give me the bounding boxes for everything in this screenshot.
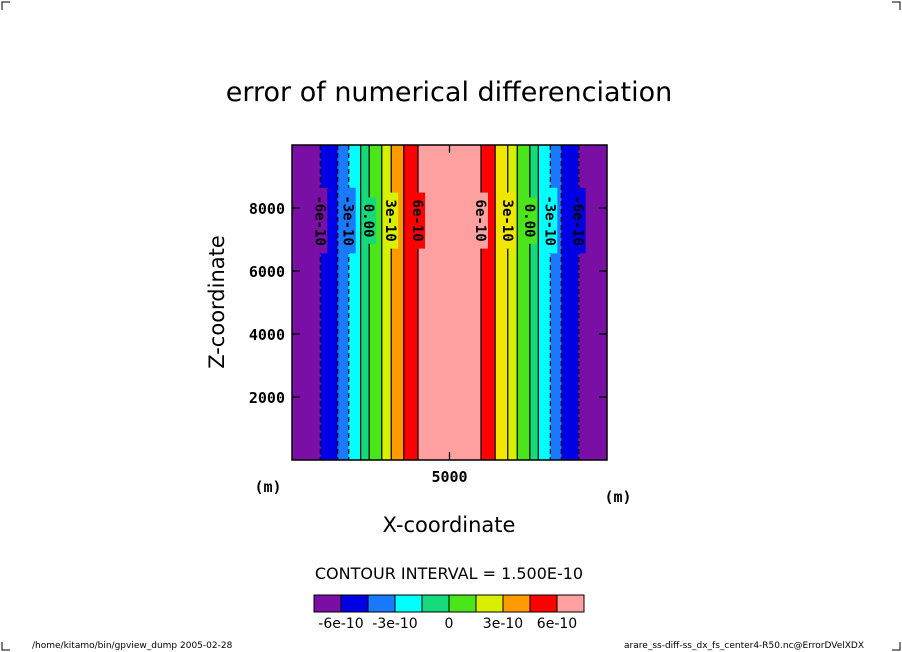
contour-label-6: 3e-10 bbox=[499, 200, 515, 242]
contour-label-bg-0 bbox=[313, 187, 328, 254]
axes: 2000 4000 6000 8000 5000 bbox=[249, 144, 608, 486]
band-15 bbox=[538, 145, 551, 460]
contour-label-5: 6e-10 bbox=[472, 200, 488, 242]
colorbar-swatch-4 bbox=[421, 594, 450, 613]
contour-label-3: 3e-10 bbox=[382, 200, 398, 242]
x-tick-label: 5000 bbox=[431, 468, 467, 486]
band-4 bbox=[360, 145, 370, 460]
band-12 bbox=[507, 145, 518, 460]
y-unit-label: (m) bbox=[604, 488, 631, 506]
colorbar-swatch-1 bbox=[340, 594, 369, 613]
x-unit-label: (m) bbox=[254, 478, 281, 496]
colorbar-swatch-2 bbox=[367, 594, 396, 613]
contour-label-bg-8 bbox=[543, 187, 558, 254]
plot-area bbox=[292, 145, 607, 460]
colorbar-label-0: -6e-10 bbox=[318, 616, 363, 632]
y-tick-label: 2000 bbox=[249, 389, 285, 407]
contour-label-bg-4 bbox=[411, 192, 425, 249]
contour-label-bg-5 bbox=[474, 192, 488, 249]
colorbar-label-2: 0 bbox=[445, 616, 454, 632]
band-7 bbox=[391, 145, 404, 460]
band-6 bbox=[381, 145, 392, 460]
footer-right: arare_ss-diff-ss_dx_fs_center4-R50.nc@Er… bbox=[624, 641, 864, 651]
band-2 bbox=[337, 145, 349, 460]
contour-label-bg-7 bbox=[522, 197, 537, 244]
contour-label-0: -6e-10 bbox=[311, 195, 327, 246]
colorbar-swatch-7 bbox=[502, 594, 531, 613]
colorbar-swatch-9 bbox=[556, 594, 585, 613]
colorbar-label-4: 6e-10 bbox=[537, 616, 577, 632]
y-tick-label: 8000 bbox=[249, 200, 285, 218]
colorbar bbox=[313, 594, 585, 613]
colorbar-swatch-5 bbox=[448, 594, 477, 613]
band-14 bbox=[529, 145, 539, 460]
band-3 bbox=[348, 145, 361, 460]
colorbar-labels: -6e-10 -3e-10 0 3e-10 6e-10 bbox=[318, 616, 577, 632]
contour-label-9: -6e-10 bbox=[570, 195, 586, 246]
contour-label-bg-6 bbox=[500, 192, 515, 249]
band-11 bbox=[495, 145, 508, 460]
x-axis-label: X-coordinate bbox=[383, 513, 516, 537]
contour-label-7: 0.00 bbox=[521, 204, 537, 238]
colorbar-swatch-0 bbox=[313, 594, 342, 613]
colorbar-swatch-8 bbox=[529, 594, 558, 613]
contour-label-bg-3 bbox=[384, 192, 399, 249]
contour-label-2: 0.00 bbox=[360, 204, 376, 238]
contour-label-8: -3e-10 bbox=[541, 195, 557, 246]
y-axis-label: Z-coordinate bbox=[205, 235, 229, 369]
band-16 bbox=[550, 145, 562, 460]
band-10 bbox=[481, 145, 496, 460]
colorbar-label-1: -3e-10 bbox=[372, 616, 417, 632]
y-tick-label: 6000 bbox=[249, 263, 285, 281]
contour-interval-text: CONTOUR INTERVAL = 1.500E-10 bbox=[315, 564, 583, 583]
contour-label-bg-9 bbox=[571, 187, 586, 254]
band-9 bbox=[418, 145, 481, 460]
band-8 bbox=[403, 145, 418, 460]
colorbar-label-3: 3e-10 bbox=[483, 616, 523, 632]
contour-label-1: -3e-10 bbox=[340, 195, 356, 246]
contour-label-bg-1 bbox=[341, 187, 356, 254]
chart-title: error of numerical differenciation bbox=[226, 77, 672, 108]
band-13 bbox=[517, 145, 530, 460]
footer-left: /home/kitamo/bin/gpview_dump 2005-02-28 bbox=[32, 641, 233, 651]
band-5 bbox=[369, 145, 382, 460]
colorbar-swatch-3 bbox=[394, 594, 423, 613]
contour-labels: -6e-10 -3e-10 0.00 3e-10 6e-10 6e-10 3e-10 0.00… bbox=[311, 187, 586, 254]
y-tick-label: 4000 bbox=[249, 326, 285, 344]
contour-label-4: 6e-10 bbox=[409, 200, 425, 242]
contour-label-bg-2 bbox=[362, 197, 377, 244]
colorbar-swatch-6 bbox=[475, 594, 504, 613]
